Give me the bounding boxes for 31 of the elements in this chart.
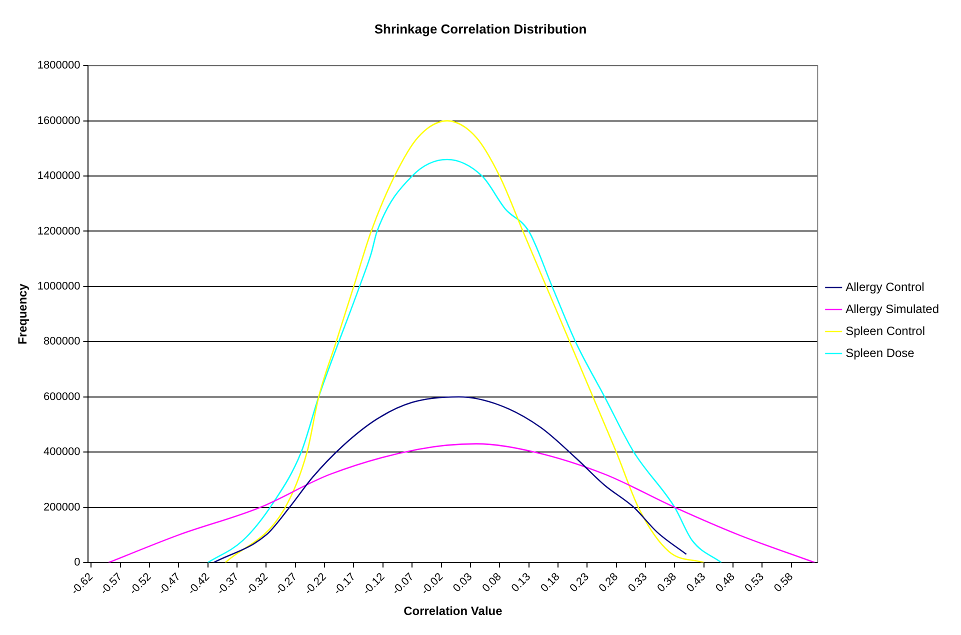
chart-title: Shrinkage Correlation Distribution [374, 21, 587, 36]
x-tick-label: 0.28 [596, 570, 621, 595]
x-tick-label: 0.33 [626, 570, 650, 595]
x-tick-label: 0.48 [714, 570, 738, 595]
x-tick-label: 0.38 [655, 570, 679, 595]
legend-label: Allergy Simulated [846, 302, 939, 316]
y-tick-label: 1200000 [37, 225, 80, 238]
x-tick-label: 0.03 [451, 570, 475, 595]
line-series [108, 443, 816, 563]
x-tick-label: 0.53 [742, 570, 766, 595]
x-tick-label: 0.58 [772, 570, 796, 595]
x-axis-title: Correlation Value [404, 604, 503, 618]
x-tick-label: 0.23 [568, 570, 592, 595]
y-tick-label: 1600000 [37, 114, 80, 127]
y-tick-label: 1400000 [37, 170, 80, 182]
x-tick-label: 0.18 [538, 570, 562, 595]
legend-label: Spleen Dose [846, 346, 915, 360]
x-tick-label: 0.13 [509, 570, 534, 595]
y-tick-label: 1800000 [37, 60, 80, 72]
legend-label: Allergy Control [846, 280, 924, 294]
y-tick-label: 0 [74, 556, 80, 569]
y-tick-label: 1000000 [37, 280, 80, 292]
y-tick-label: 800000 [44, 336, 80, 348]
y-tick-label: 400000 [44, 446, 80, 458]
x-tick-label: 0.08 [480, 570, 504, 595]
line-series [213, 396, 687, 563]
y-tick-label: 600000 [44, 390, 80, 403]
y-axis-title: Frequency [16, 283, 30, 344]
legend-label: Spleen Control [846, 324, 926, 338]
x-tick-label: 0.43 [684, 570, 708, 595]
y-tick-label: 200000 [44, 501, 80, 514]
